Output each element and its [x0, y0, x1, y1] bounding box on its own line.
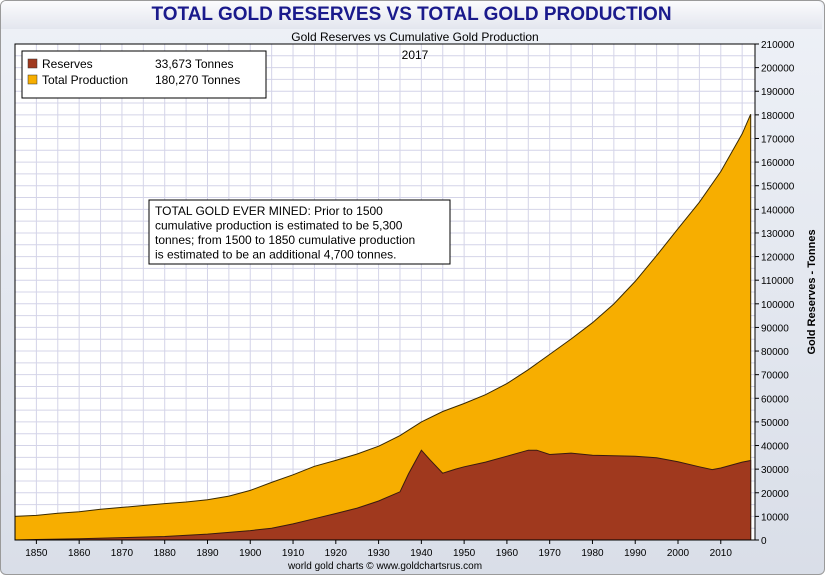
series-area-reserves [14, 449, 752, 541]
x-tick-label: 1920 [325, 548, 348, 559]
x-tick-label: 1930 [367, 548, 390, 559]
annotation-text: TOTAL GOLD EVER MINED: Prior to 1500 cumu… [155, 204, 415, 262]
legend-label: Reserves [42, 57, 93, 71]
series-area-total-production [14, 114, 752, 541]
x-tick-label: 1950 [453, 548, 476, 559]
y-axis-label: Gold Reserves - Tonnes [806, 229, 818, 354]
annotation-box [148, 199, 451, 265]
y-tick-label: 10000 [761, 512, 789, 523]
x-tick-label: 1940 [410, 548, 433, 559]
y-tick-label: 140000 [761, 205, 795, 216]
chart-title: Gold Reserves vs Cumulative Gold Product… [291, 30, 538, 44]
y-tick-label: 170000 [761, 134, 795, 145]
x-tick-label: 2000 [667, 548, 690, 559]
annotation-line: tonnes; from 1500 to 1850 cumulative pro… [155, 233, 415, 247]
x-tick-label: 1900 [239, 548, 262, 559]
y-tick-label: 40000 [761, 442, 789, 453]
legend-value: 33,673 Tonnes [155, 57, 234, 71]
annotation-line: is estimated to be an additional 4,700 t… [155, 248, 397, 262]
y-tick-label: 0 [761, 536, 767, 547]
chart-subtitle: 2017 [402, 48, 429, 62]
y-tick-label: 180000 [761, 111, 795, 122]
x-tick-label: 1850 [25, 548, 48, 559]
y-tick-label: 160000 [761, 158, 795, 169]
footer-credit: world gold charts © www.goldchartsrus.co… [287, 561, 482, 572]
annotation-line: TOTAL GOLD EVER MINED: Prior to 1500 [155, 204, 383, 218]
y-tick-label: 70000 [761, 371, 789, 382]
x-tick-label: 1880 [154, 548, 177, 559]
x-tick-label: 1910 [282, 548, 305, 559]
y-tick-label: 130000 [761, 229, 795, 240]
y-tick-label: 60000 [761, 394, 789, 405]
x-tick-label: 1860 [68, 548, 91, 559]
plot-border [14, 43, 756, 541]
y-tick-label: 210000 [761, 40, 795, 51]
y-tick-label: 80000 [761, 347, 789, 358]
x-tick-label: 2010 [710, 548, 733, 559]
y-tick-label: 150000 [761, 182, 795, 193]
banner-title: TOTAL GOLD RESERVES VS TOTAL GOLD PRODUC… [1, 1, 822, 29]
annotation-line: cumulative production is estimated to be… [155, 219, 403, 233]
y-tick-label: 90000 [761, 323, 789, 334]
y-tick-label: 30000 [761, 465, 789, 476]
x-tick-label: 1990 [624, 548, 647, 559]
legend-value: 180,270 Tonnes [155, 73, 240, 87]
legend-box [21, 50, 267, 99]
x-tick-label: 1980 [581, 548, 604, 559]
y-tick-label: 190000 [761, 87, 795, 98]
legend-label: Total Production [42, 73, 128, 87]
y-tick-label: 110000 [761, 276, 794, 287]
legend-swatch [27, 74, 38, 85]
x-tick-label: 1890 [196, 548, 219, 559]
y-tick-label: 50000 [761, 418, 789, 429]
y-tick-label: 200000 [761, 64, 795, 75]
y-tick-label: 100000 [761, 300, 795, 311]
y-tick-label: 20000 [761, 489, 789, 500]
x-tick-label: 1960 [496, 548, 519, 559]
x-tick-label: 1970 [539, 548, 562, 559]
x-tick-label: 1870 [111, 548, 134, 559]
legend-swatch [27, 58, 38, 69]
y-tick-label: 120000 [761, 253, 795, 264]
